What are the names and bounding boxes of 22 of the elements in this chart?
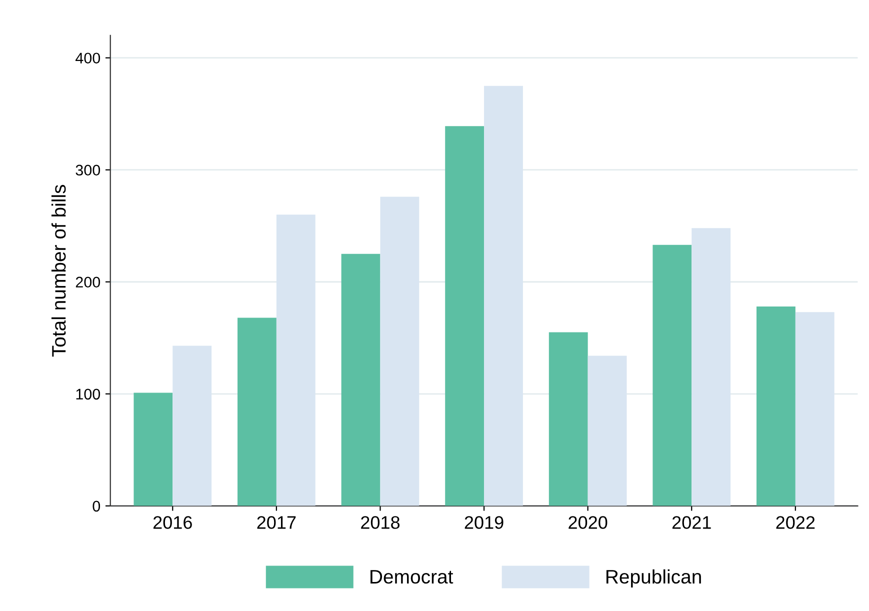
bar: [548, 332, 588, 506]
y-tick-label: 0: [92, 500, 100, 512]
y-tick-label: 100: [76, 388, 100, 400]
x-tick-label: 2018: [361, 516, 400, 529]
bar: [341, 254, 380, 506]
legend-label: Republican: [606, 569, 701, 588]
bar: [445, 126, 484, 506]
legend-label: Democrat: [370, 570, 454, 584]
x-tick-label: 2021: [672, 516, 711, 529]
bar: [652, 244, 692, 506]
y-tick-label: 400: [76, 52, 100, 64]
y-tick-label: 200: [76, 276, 100, 288]
y-axis-title: Total number of bills: [51, 184, 66, 357]
x-tick-label: 2016: [153, 516, 192, 529]
x-tick-label: 2019: [464, 516, 504, 529]
x-tick-label: 2022: [776, 516, 815, 529]
bar: [238, 318, 276, 506]
bar: [134, 392, 173, 506]
x-tick-label: 2020: [568, 516, 608, 529]
bar: [756, 306, 796, 506]
x-tick-label: 2017: [257, 516, 296, 529]
y-tick-label: 300: [76, 164, 100, 176]
